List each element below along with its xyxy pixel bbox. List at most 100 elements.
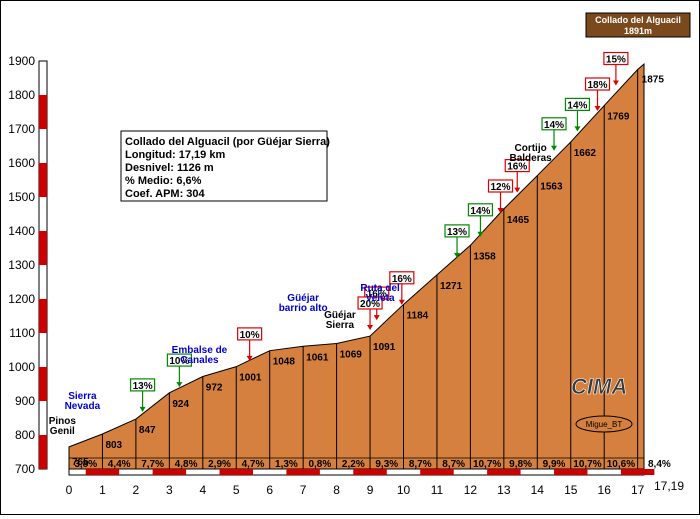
x-tick-label: 4	[199, 483, 206, 497]
badge-arrowhead	[454, 252, 461, 258]
point-label: 1271	[440, 281, 463, 292]
point-label: 1069	[340, 350, 363, 361]
badge-box	[237, 327, 263, 341]
badge-arrowhead	[176, 382, 183, 388]
x-axis-band-segment	[554, 469, 588, 475]
y-axis-band-segment	[39, 435, 47, 469]
place-label: Cortijo	[515, 143, 547, 154]
place-label: Genil	[50, 426, 75, 437]
badge-box	[564, 97, 591, 112]
badge-label: 14%	[544, 120, 564, 131]
x-tick-label: 8	[333, 483, 340, 497]
x-axis-band-segment	[286, 469, 320, 475]
point-label: 972	[206, 383, 223, 394]
profile-polygon	[68, 62, 645, 470]
y-axis-band-segment	[39, 231, 47, 265]
badge-box	[444, 224, 470, 238]
y-tick-label: 1800	[8, 88, 35, 102]
info-line: Coef. APM: 304	[125, 188, 206, 200]
badge-label: 14%	[567, 100, 587, 111]
point-label: 765	[72, 457, 89, 468]
x-axis-band-segment	[152, 469, 187, 475]
badge-label: 13%	[447, 227, 467, 238]
x-axis-band-segment	[85, 469, 120, 475]
summit-box: Collado del Alguacil 1891m	[585, 12, 691, 38]
segment-gradient: 10,7%	[473, 459, 501, 470]
place-label: Balderas	[509, 153, 552, 164]
credit-text: Migue_BT	[586, 420, 623, 429]
segment-gradient: 0,8%	[308, 459, 331, 470]
segment-gradient: 9,3%	[375, 459, 398, 470]
x-tick-label: 1	[99, 483, 106, 497]
place-label: Embalse de	[172, 345, 228, 356]
place-label: Ruta del	[360, 283, 400, 294]
badge-box	[129, 378, 156, 392]
y-tick-label: 1900	[8, 54, 35, 68]
info-line: Collado del Alguacil (por Güéjar Sierra)	[125, 136, 330, 148]
badge-arrowhead	[497, 208, 504, 213]
point-label: 847	[139, 425, 156, 436]
badge-label: 16%	[507, 162, 527, 173]
badge-arrowhead	[139, 406, 146, 412]
point-label: 1358	[473, 251, 496, 262]
x-axis-band-segment	[219, 469, 253, 475]
x-tick-label: 11	[431, 483, 444, 497]
x-tick-label: 12	[464, 483, 478, 497]
badge-arrowhead	[574, 126, 581, 132]
badge-box	[584, 77, 611, 91]
segment-gradient: 1,3%	[275, 459, 298, 470]
badge-label: 10%	[240, 330, 260, 341]
y-axis-band-segment	[39, 367, 47, 401]
segment-gradient: 8,4%	[648, 459, 671, 470]
x-tick-label: 5	[233, 483, 240, 497]
y-axis-band-segment	[39, 163, 47, 197]
point-label: 1184	[407, 310, 429, 321]
point-label: 1465	[507, 215, 530, 226]
point-label: 1563	[540, 182, 563, 193]
y-tick-label: 1000	[8, 360, 35, 374]
badge-label: 18%	[588, 80, 608, 91]
x-tick-label: 15	[564, 483, 578, 497]
segment-gradient: 4,4%	[108, 459, 131, 470]
cima-logo: CIMA	[571, 374, 628, 400]
badge-arrowhead	[514, 187, 521, 193]
summit-name: Collado del Alguacil	[595, 15, 681, 25]
y-tick-label: 900	[15, 394, 35, 408]
place-label: Sierra	[326, 320, 355, 331]
place-label: Güéjar	[287, 293, 319, 304]
badge-box	[603, 51, 629, 66]
summit-elevation: 1891m	[624, 26, 652, 36]
badge-box	[541, 117, 567, 131]
y-tick-label: 1200	[8, 292, 35, 306]
segment-gradient: 8,7%	[442, 459, 465, 470]
y-tick-label: 700	[15, 462, 35, 476]
badge-label: 16%	[367, 289, 387, 300]
x-axis-band-segment	[620, 469, 655, 475]
badge-box	[166, 353, 192, 367]
point-label: 1048	[273, 357, 296, 368]
badge-label: 10%	[169, 356, 189, 367]
point-label: 924	[172, 399, 189, 410]
credit-badge: Migue_BT	[575, 415, 633, 433]
place-label: Güéjar	[324, 310, 356, 321]
badge-box	[467, 203, 494, 217]
x-tick-label: 9	[367, 483, 374, 497]
x-tick-label: 10	[397, 483, 411, 497]
badge-arrowhead	[551, 145, 558, 151]
segment-gradient: 7,7%	[141, 459, 164, 470]
x-tick-label: 6	[266, 483, 273, 497]
y-tick-label: 1300	[8, 258, 35, 272]
badge-label: 20%	[360, 299, 380, 310]
x-tick-label: 16	[598, 483, 612, 497]
place-label: barrio alto	[279, 303, 328, 314]
badge-box	[504, 159, 530, 173]
x-axis: 0 1 2 3 4 5 6 7 8 9 10 11 12 13 14 15 16 17 17,19	[66, 468, 684, 497]
x-axis-band-segment	[353, 469, 387, 475]
info-line: Desnivel: 1126 m	[125, 162, 214, 174]
badge-label: 16%	[392, 274, 412, 285]
watermark-text: CIMA	[571, 374, 627, 399]
badge-box	[487, 179, 514, 193]
badge-arrowhead	[246, 355, 253, 361]
place-label: Canales	[180, 355, 219, 366]
